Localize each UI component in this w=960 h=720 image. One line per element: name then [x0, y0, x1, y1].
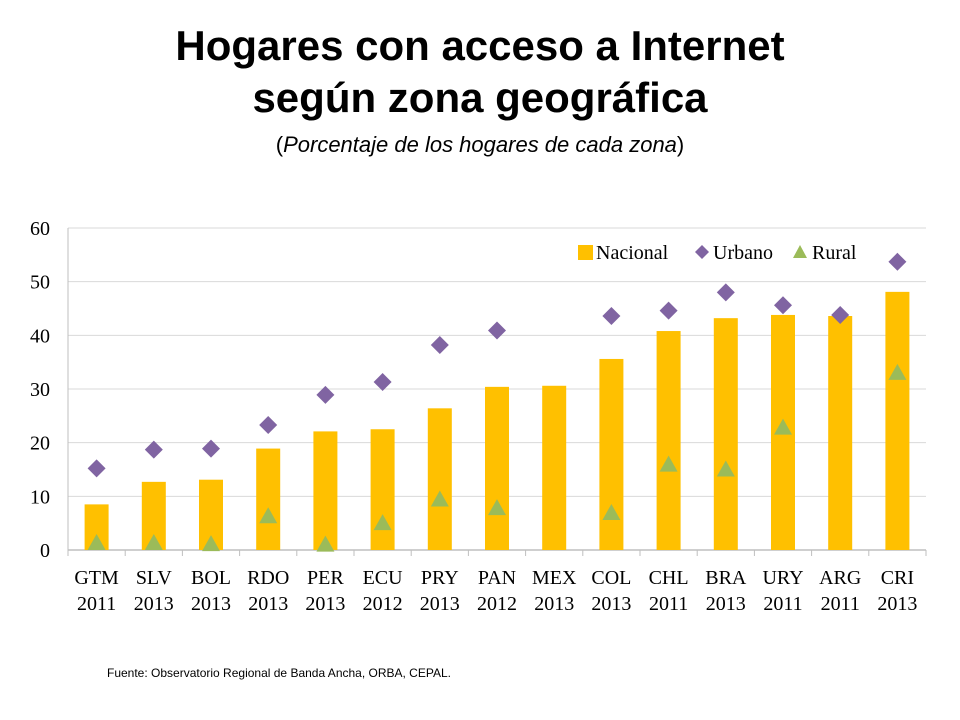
source-note: Fuente: Observatorio Regional de Banda A…	[107, 666, 451, 680]
point-rural	[144, 534, 163, 551]
x-tick-label: BRA	[705, 567, 747, 589]
legend-label-nacional: Nacional	[596, 242, 669, 264]
bar-nacional	[427, 408, 452, 550]
chart-title: Hogares con acceso a Internet según zona…	[0, 20, 960, 124]
x-tick-year-label: 2013	[305, 593, 345, 615]
point-urbano	[87, 459, 106, 478]
point-rural	[373, 514, 392, 531]
point-urbano	[430, 335, 449, 354]
point-urbano	[488, 321, 506, 340]
x-tick-label: BOL	[191, 567, 231, 589]
point-rural	[202, 535, 220, 552]
x-tick-year-label: 2013	[191, 593, 231, 615]
x-tick-label: PAN	[478, 567, 516, 589]
point-urbano	[888, 252, 907, 271]
y-tick-label: 60	[30, 218, 50, 240]
x-tick-year-label: 2011	[77, 593, 116, 615]
point-urbano	[202, 439, 220, 458]
point-rural	[659, 455, 678, 472]
x-tick-label: URY	[762, 567, 803, 589]
x-tick-label: CHL	[649, 567, 689, 589]
x-tick-label: RDO	[247, 567, 289, 589]
bar-nacional	[828, 316, 853, 550]
x-tick-label: SLV	[136, 567, 173, 589]
x-tick-year-label: 2013	[248, 593, 288, 615]
subtitle-text: Porcentaje de los hogares de cada zona	[283, 132, 677, 157]
y-tick-label: 0	[40, 540, 50, 562]
bar-nacional	[542, 385, 567, 550]
y-tick-label: 10	[30, 486, 50, 508]
point-rural	[602, 503, 621, 520]
bar-nacional	[313, 431, 338, 550]
point-rural	[888, 363, 907, 380]
bar-nacional	[885, 291, 910, 550]
x-tick-year-label: 2013	[877, 593, 917, 615]
point-urbano	[774, 296, 792, 315]
bar-nacional	[656, 331, 681, 550]
point-urbano	[659, 301, 678, 320]
point-urbano	[144, 440, 163, 459]
point-urbano	[602, 307, 621, 326]
point-rural	[316, 535, 335, 552]
point-rural	[259, 507, 278, 524]
x-tick-year-label: 2012	[363, 593, 403, 615]
chart-subtitle: (Porcentaje de los hogares de cada zona)	[0, 132, 960, 158]
point-urbano	[716, 283, 735, 302]
x-tick-year-label: 2013	[534, 593, 574, 615]
point-rural	[716, 460, 735, 477]
x-tick-label: ECU	[363, 567, 404, 589]
legend-swatch-nacional	[578, 245, 593, 260]
point-urbano	[373, 373, 392, 392]
legend-label-rural: Rural	[812, 242, 857, 264]
point-rural	[430, 490, 449, 507]
x-tick-label: MEX	[532, 567, 577, 589]
x-tick-year-label: 2011	[821, 593, 860, 615]
x-tick-label: CRI	[881, 567, 914, 589]
x-tick-label: ARG	[819, 567, 861, 589]
point-rural	[87, 534, 106, 551]
point-urbano	[316, 385, 335, 404]
legend-swatch-rural	[793, 245, 807, 258]
y-tick-label: 40	[30, 325, 50, 347]
y-tick-label: 50	[30, 272, 50, 294]
x-tick-label: COL	[591, 567, 631, 589]
title-line-1: Hogares con acceso a Internet	[175, 22, 785, 69]
x-tick-year-label: 2013	[420, 593, 460, 615]
y-tick-label: 30	[30, 379, 50, 401]
point-rural	[488, 499, 506, 516]
bar-nacional	[599, 358, 624, 550]
bar-chart: 0 10 20 30 40 50 60 GTM 2011 SLV 2013 BOL 2013 RDO 201…	[30, 218, 927, 615]
subtitle-open: (	[275, 132, 284, 157]
point-rural	[774, 418, 792, 435]
x-tick-label: PRY	[421, 567, 459, 589]
x-tick-label: GTM	[74, 567, 119, 589]
bar-nacional	[485, 386, 509, 550]
x-tick-year-label: 2011	[763, 593, 802, 615]
x-tick-year-label: 2011	[649, 593, 688, 615]
subtitle-close: )	[676, 132, 685, 157]
point-urbano	[831, 305, 850, 324]
title-line-2: según zona geográfica	[252, 74, 708, 121]
bar-nacional	[256, 448, 281, 550]
x-tick-year-label: 2013	[591, 593, 631, 615]
legend-swatch-urbano	[695, 245, 709, 259]
bar-nacional	[370, 429, 395, 550]
x-tick-year-label: 2013	[134, 593, 174, 615]
point-urbano	[259, 415, 278, 434]
bar-nacional	[713, 318, 738, 550]
x-tick-year-label: 2013	[706, 593, 746, 615]
x-tick-label: PER	[307, 567, 344, 589]
x-tick-year-label: 2012	[477, 593, 517, 615]
legend-label-urbano: Urbano	[713, 242, 773, 264]
y-tick-label: 20	[30, 433, 50, 455]
